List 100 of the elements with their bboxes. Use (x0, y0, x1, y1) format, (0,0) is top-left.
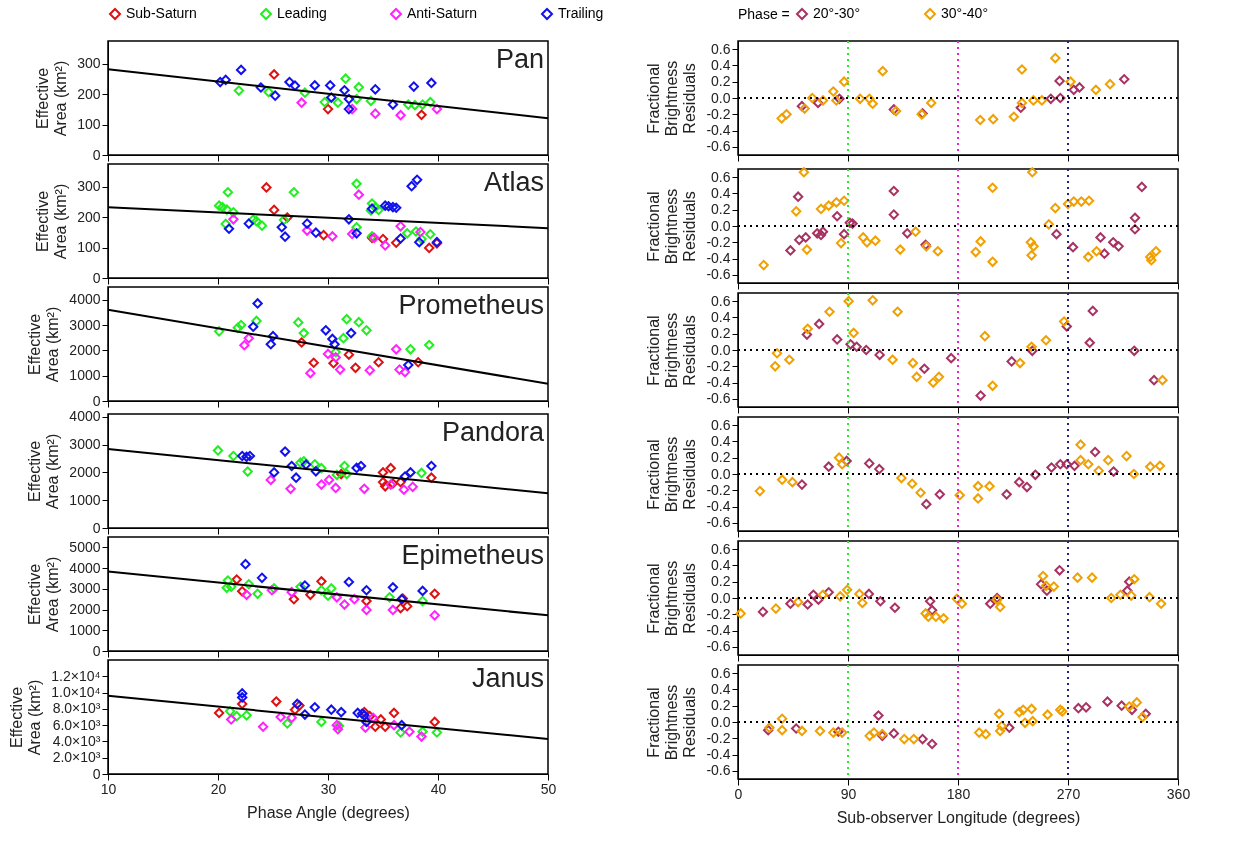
y-tick-label: 0.4 (711, 56, 731, 73)
y-axis-title: Fractional Brightness Residuals (645, 188, 699, 265)
y-axis-title: Fractional Brightness Residuals (645, 560, 699, 637)
y-tick-label: 300 (77, 55, 101, 72)
y-axis-title: Effective Area (km²) (34, 183, 70, 260)
chart-title: Janus (471, 663, 544, 693)
y-tick-label: 0.0 (711, 217, 731, 234)
x-tick-label: 360 (1166, 785, 1191, 802)
chart-title: Epimetheus (401, 540, 544, 570)
x-tick-label: 40 (430, 780, 447, 797)
y-tick-label: -0.2 (706, 605, 731, 622)
y-tick-label: 6.0×10³ (52, 716, 101, 733)
chart-title: Atlas (483, 167, 544, 197)
y-tick-label: 0.4 (711, 308, 731, 325)
y-tick-label: -0.4 (706, 250, 731, 267)
y-tick-label: -0.6 (706, 138, 731, 155)
y-tick-label: 0.4 (711, 556, 731, 573)
y-tick-label: -0.2 (706, 105, 731, 122)
y-tick-label: 2000 (69, 341, 101, 358)
y-tick-label: 0 (92, 642, 101, 659)
legend-label: 20°-30° (813, 5, 861, 21)
y-axis-title: Fractional Brightness Residuals (645, 436, 699, 513)
x-tick-label: 50 (540, 780, 557, 797)
y-tick-label: 4000 (69, 559, 101, 576)
y-tick-label: 3000 (69, 436, 101, 453)
y-tick-label: 1.2×10⁴ (51, 667, 101, 684)
y-tick-label: 0.4 (711, 680, 731, 697)
y-tick-label: 0.0 (711, 713, 731, 730)
y-tick-label: -0.6 (706, 266, 731, 283)
y-axis-title: Effective Area (km²) (34, 60, 70, 137)
y-axis-title: Effective Area (km²) (26, 306, 62, 383)
y-tick-label: 0.2 (711, 325, 731, 342)
y-axis-title: Fractional Brightness Residuals (645, 60, 699, 137)
x-axis-title: Sub-observer Longitude (degrees) (836, 808, 1081, 826)
y-tick-label: 5000 (69, 538, 101, 555)
y-tick-label: 0.0 (711, 589, 731, 606)
chart-title: Pan (495, 44, 544, 74)
y-tick-label: 0.2 (711, 573, 731, 590)
y-tick-label: 1000 (69, 367, 101, 384)
y-axis-title: Fractional Brightness Residuals (645, 684, 699, 761)
y-tick-label: 4000 (69, 291, 101, 308)
y-axis-title: Effective Area (km²) (8, 679, 44, 756)
y-tick-label: -0.6 (706, 762, 731, 779)
y-tick-label: 0.6 (711, 416, 731, 433)
y-tick-label: 300 (77, 178, 101, 195)
y-tick-label: 3000 (69, 316, 101, 333)
x-tick-label: 90 (840, 785, 857, 802)
y-tick-label: 0 (92, 146, 101, 163)
y-tick-label: 0 (92, 519, 101, 536)
y-tick-label: 200 (77, 85, 101, 102)
y-tick-label: 0.2 (711, 697, 731, 714)
chart-title: Pandora (441, 417, 545, 447)
y-tick-label: 1000 (69, 621, 101, 638)
x-tick-label: 30 (320, 780, 337, 797)
x-tick-label: 180 (946, 785, 971, 802)
y-tick-label: -0.2 (706, 233, 731, 250)
y-tick-label: 1000 (69, 491, 101, 508)
y-tick-label: 0 (92, 765, 101, 782)
x-tick-label: 10 (100, 780, 117, 797)
y-tick-label: 0.2 (711, 73, 731, 90)
y-tick-label: 8.0×10³ (52, 700, 101, 717)
y-tick-label: 0.6 (711, 292, 731, 309)
y-tick-label: -0.4 (706, 498, 731, 515)
y-tick-label: 2.0×10³ (52, 749, 101, 766)
y-tick-label: 4000 (69, 408, 101, 425)
legend-label: Trailing (558, 5, 604, 21)
y-tick-label: 200 (77, 208, 101, 225)
y-tick-label: 0 (92, 392, 101, 409)
y-tick-label: 0.0 (711, 89, 731, 106)
y-tick-label: 1.0×10⁴ (51, 684, 101, 701)
y-tick-label: -0.6 (706, 514, 731, 531)
legend-label: Anti-Saturn (407, 5, 478, 21)
y-tick-label: -0.6 (706, 638, 731, 655)
y-tick-label: -0.4 (706, 746, 731, 763)
y-tick-label: 0.2 (711, 201, 731, 218)
y-tick-label: -0.4 (706, 122, 731, 139)
y-tick-label: 3000 (69, 580, 101, 597)
y-axis-title: Effective Area (km²) (26, 556, 62, 633)
x-tick-label: 20 (210, 780, 227, 797)
y-tick-label: 100 (77, 239, 101, 256)
y-tick-label: -0.4 (706, 622, 731, 639)
legend-label: Sub-Saturn (126, 5, 197, 21)
y-tick-label: 0 (92, 269, 101, 286)
legend-title: Phase = (738, 6, 790, 22)
y-tick-label: 0.4 (711, 432, 731, 449)
y-tick-label: -0.2 (706, 357, 731, 374)
y-axis-title: Fractional Brightness Residuals (645, 312, 699, 389)
y-axis-title: Effective Area (km²) (26, 433, 62, 510)
y-tick-label: -0.2 (706, 481, 731, 498)
y-tick-label: -0.6 (706, 390, 731, 407)
x-axis-title: Phase Angle (degrees) (247, 803, 410, 821)
y-tick-label: 0.6 (711, 168, 731, 185)
y-tick-label: 100 (77, 116, 101, 133)
y-tick-label: 0.4 (711, 184, 731, 201)
y-tick-label: 0.0 (711, 341, 731, 358)
y-tick-label: -0.4 (706, 374, 731, 391)
y-tick-label: 0.2 (711, 449, 731, 466)
y-tick-label: 2000 (69, 463, 101, 480)
y-tick-label: 0.6 (711, 664, 731, 681)
legend-label: 30°-40° (941, 5, 989, 21)
